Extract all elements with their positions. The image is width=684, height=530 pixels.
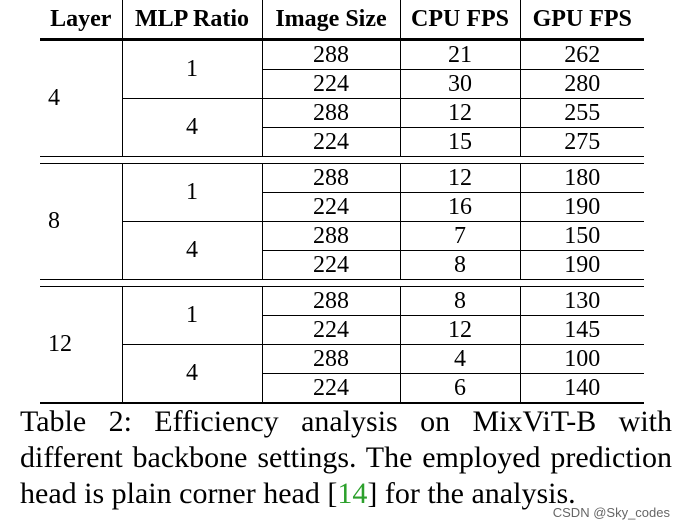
header-mlp-ratio: MLP Ratio bbox=[121, 0, 262, 41]
cpu-fps-cell: 8 bbox=[399, 250, 520, 280]
table-row: 4 288 4 100 bbox=[40, 344, 644, 403]
caption-text: Table 2: Efficiency analysis on MixViT-B… bbox=[20, 405, 672, 510]
image-size-cell: 288 bbox=[261, 344, 400, 374]
gpu-fps-cell: 190 bbox=[519, 250, 644, 280]
gpu-fps-cell: 190 bbox=[519, 192, 644, 222]
gpu-fps-cell: 275 bbox=[519, 127, 644, 157]
image-size-cell: 288 bbox=[261, 163, 400, 193]
header-image-size: Image Size bbox=[261, 0, 400, 41]
gpu-fps-cell: 255 bbox=[519, 98, 644, 128]
watermark: CSDN @Sky_codes bbox=[552, 505, 670, 520]
table-row: 224 12 145 bbox=[40, 315, 644, 345]
image-size-cell: 224 bbox=[261, 69, 400, 99]
table-row: 224 15 275 bbox=[40, 127, 644, 157]
table-row: 224 6 140 bbox=[40, 373, 644, 403]
table-row: 224 30 280 bbox=[40, 69, 644, 99]
citation-link[interactable]: 14 bbox=[337, 477, 368, 510]
gpu-fps-cell: 145 bbox=[519, 315, 644, 345]
gpu-fps-cell: 100 bbox=[519, 344, 644, 374]
caption-text-end: ] for the analysis. bbox=[367, 477, 576, 510]
image-size-cell: 224 bbox=[261, 250, 400, 280]
image-size-cell: 224 bbox=[261, 315, 400, 345]
group-separator bbox=[40, 156, 644, 164]
header-gpu-fps: GPU FPS bbox=[519, 0, 644, 41]
cpu-fps-cell: 8 bbox=[399, 286, 520, 316]
table-row: 224 8 190 bbox=[40, 250, 644, 280]
image-size-cell: 288 bbox=[261, 286, 400, 316]
image-size-cell: 224 bbox=[261, 127, 400, 157]
cpu-fps-cell: 15 bbox=[399, 127, 520, 157]
cpu-fps-cell: 4 bbox=[399, 344, 520, 374]
layer-cell: 4 bbox=[48, 85, 60, 111]
mlp-ratio-cell: 1 bbox=[121, 286, 262, 345]
cpu-fps-cell: 16 bbox=[399, 192, 520, 222]
table-header-row: Layer MLP Ratio Image Size CPU FPS GPU F… bbox=[40, 0, 644, 41]
gpu-fps-cell: 280 bbox=[519, 69, 644, 99]
mlp-ratio-cell: 4 bbox=[121, 344, 262, 403]
gpu-fps-cell: 180 bbox=[519, 163, 644, 193]
gpu-fps-cell: 140 bbox=[519, 373, 644, 403]
image-size-cell: 288 bbox=[261, 39, 400, 70]
table-row: 224 16 190 bbox=[40, 192, 644, 222]
table-row: 12 1 288 8 130 bbox=[40, 286, 644, 357]
cpu-fps-cell: 12 bbox=[399, 163, 520, 193]
cpu-fps-cell: 6 bbox=[399, 373, 520, 403]
gpu-fps-cell: 262 bbox=[519, 39, 644, 70]
group-separator bbox=[40, 279, 644, 287]
mlp-ratio-cell: 4 bbox=[121, 98, 262, 157]
cpu-fps-cell: 12 bbox=[399, 98, 520, 128]
cpu-fps-cell: 7 bbox=[399, 221, 520, 251]
layer-cell: 12 bbox=[48, 331, 72, 357]
table-row: 4 288 7 150 bbox=[40, 221, 644, 280]
mlp-ratio-cell: 4 bbox=[121, 221, 262, 280]
mlp-ratio-cell: 1 bbox=[121, 39, 262, 99]
header-layer: Layer bbox=[40, 0, 122, 41]
efficiency-table: Layer MLP Ratio Image Size CPU FPS GPU F… bbox=[40, 0, 644, 404]
gpu-fps-cell: 130 bbox=[519, 286, 644, 316]
cpu-fps-cell: 30 bbox=[399, 69, 520, 99]
efficiency-table-container: Layer MLP Ratio Image Size CPU FPS GPU F… bbox=[40, 0, 644, 404]
table-row: 4 288 12 255 bbox=[40, 98, 644, 157]
image-size-cell: 288 bbox=[261, 221, 400, 251]
table-caption: Table 2: Efficiency analysis on MixViT-B… bbox=[20, 404, 672, 512]
image-size-cell: 224 bbox=[261, 192, 400, 222]
cpu-fps-cell: 21 bbox=[399, 39, 520, 70]
mlp-ratio-cell: 1 bbox=[121, 163, 262, 222]
gpu-fps-cell: 150 bbox=[519, 221, 644, 251]
table-row: 8 1 288 12 180 bbox=[40, 163, 644, 234]
layer-cell: 8 bbox=[48, 208, 60, 234]
cpu-fps-cell: 12 bbox=[399, 315, 520, 345]
image-size-cell: 224 bbox=[261, 373, 400, 403]
image-size-cell: 288 bbox=[261, 98, 400, 128]
header-cpu-fps: CPU FPS bbox=[399, 0, 520, 41]
table-row: 4 1 288 21 262 bbox=[40, 39, 644, 111]
